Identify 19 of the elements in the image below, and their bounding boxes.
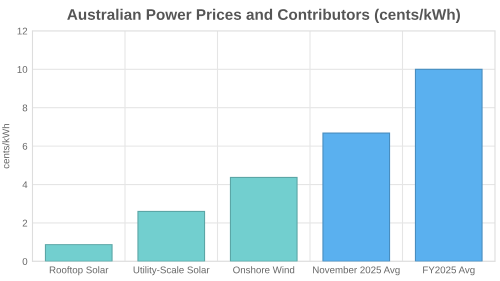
x-tick-label: Utility-Scale Solar (134, 266, 210, 276)
bar (414, 68, 483, 262)
chart-title: Australian Power Prices and Contributors (cents/kWh) (67, 8, 460, 23)
y-axis-title: cents/kWh (2, 124, 10, 168)
y-tick-label: 12 (18, 28, 28, 34)
x-tick-label: FY2025 Avg (423, 266, 475, 276)
x-tick-label: Rooftop Solar (50, 266, 108, 276)
y-tick-label: 0 (22, 258, 28, 265)
bar (44, 244, 113, 262)
y-tick-label: 10 (18, 66, 28, 73)
bar (322, 132, 390, 262)
y-tick-label: 6 (22, 142, 28, 150)
y-tick-label: 8 (22, 104, 28, 112)
bar (137, 210, 206, 262)
y-tick-label: 2 (22, 220, 28, 226)
bar (230, 176, 298, 262)
x-tick-label: Onshore Wind (233, 266, 294, 274)
y-tick-label: 4 (22, 181, 28, 188)
x-tick-label: November 2025 Avg (313, 266, 400, 276)
